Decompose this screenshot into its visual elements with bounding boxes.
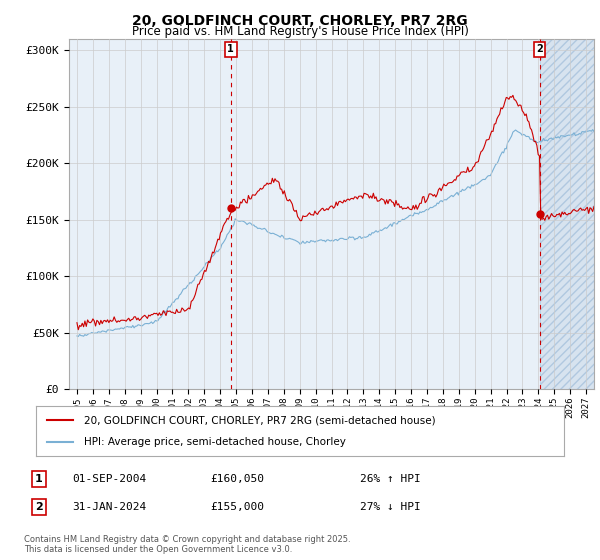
Text: £160,050: £160,050	[210, 474, 264, 484]
Text: 20, GOLDFINCH COURT, CHORLEY, PR7 2RG (semi-detached house): 20, GOLDFINCH COURT, CHORLEY, PR7 2RG (s…	[83, 415, 435, 425]
Text: 1: 1	[35, 474, 43, 484]
Text: 2: 2	[536, 44, 543, 54]
Text: £155,000: £155,000	[210, 502, 264, 512]
Text: 1: 1	[227, 44, 234, 54]
Text: 2: 2	[35, 502, 43, 512]
Text: HPI: Average price, semi-detached house, Chorley: HPI: Average price, semi-detached house,…	[83, 437, 346, 447]
Text: 31-JAN-2024: 31-JAN-2024	[72, 502, 146, 512]
Text: 01-SEP-2004: 01-SEP-2004	[72, 474, 146, 484]
Text: 27% ↓ HPI: 27% ↓ HPI	[360, 502, 421, 512]
Text: 26% ↑ HPI: 26% ↑ HPI	[360, 474, 421, 484]
Bar	[539, 39, 594, 389]
Bar	[539, 39, 594, 389]
Text: Contains HM Land Registry data © Crown copyright and database right 2025.
This d: Contains HM Land Registry data © Crown c…	[24, 535, 350, 554]
Text: 20, GOLDFINCH COURT, CHORLEY, PR7 2RG: 20, GOLDFINCH COURT, CHORLEY, PR7 2RG	[132, 14, 468, 28]
Text: Price paid vs. HM Land Registry's House Price Index (HPI): Price paid vs. HM Land Registry's House …	[131, 25, 469, 38]
